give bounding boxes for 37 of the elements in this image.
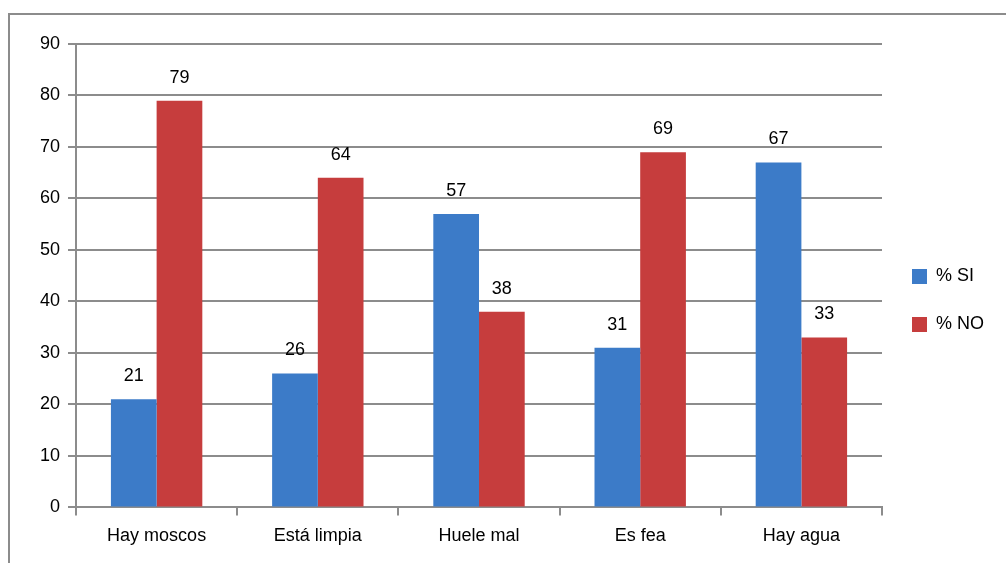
y-tick-label: 0	[50, 496, 61, 517]
x-tick-label: Hay agua	[762, 525, 841, 546]
y-tick-label: 90	[39, 32, 61, 53]
bar	[755, 162, 802, 507]
y-tick-label: 70	[39, 135, 61, 156]
bar	[594, 347, 641, 507]
y-tick-label: 80	[39, 84, 61, 105]
bar	[801, 337, 848, 507]
y-tick-label: 60	[39, 187, 61, 208]
y-tick-label: 40	[39, 290, 61, 311]
x-tick-label: Huele mal	[438, 525, 520, 546]
x-tick-label: Está limpia	[273, 525, 363, 546]
data-label: 67	[768, 128, 789, 149]
y-tick-label: 10	[39, 444, 61, 465]
data-label: 21	[123, 365, 144, 386]
bar	[156, 100, 203, 507]
bar	[479, 311, 525, 507]
bar	[317, 177, 364, 507]
data-label: 33	[814, 303, 835, 324]
data-label: 64	[330, 143, 351, 164]
data-label: 31	[607, 313, 628, 334]
bar	[272, 373, 318, 507]
bar	[110, 399, 157, 507]
x-tick-label: Es fea	[614, 525, 667, 546]
data-label: 79	[169, 66, 190, 87]
bar	[433, 213, 480, 507]
legend-label: % SI	[935, 265, 975, 286]
bar	[640, 152, 686, 507]
x-tick-label: Hay moscos	[107, 525, 207, 546]
legend-label: % NO	[935, 313, 985, 334]
data-label: 26	[284, 339, 305, 360]
y-tick-label: 20	[39, 393, 61, 414]
data-label: 38	[491, 277, 512, 298]
y-tick-label: 30	[39, 341, 61, 362]
y-tick-label: 50	[39, 238, 61, 259]
data-label: 69	[653, 118, 674, 139]
data-label: 57	[446, 179, 467, 200]
